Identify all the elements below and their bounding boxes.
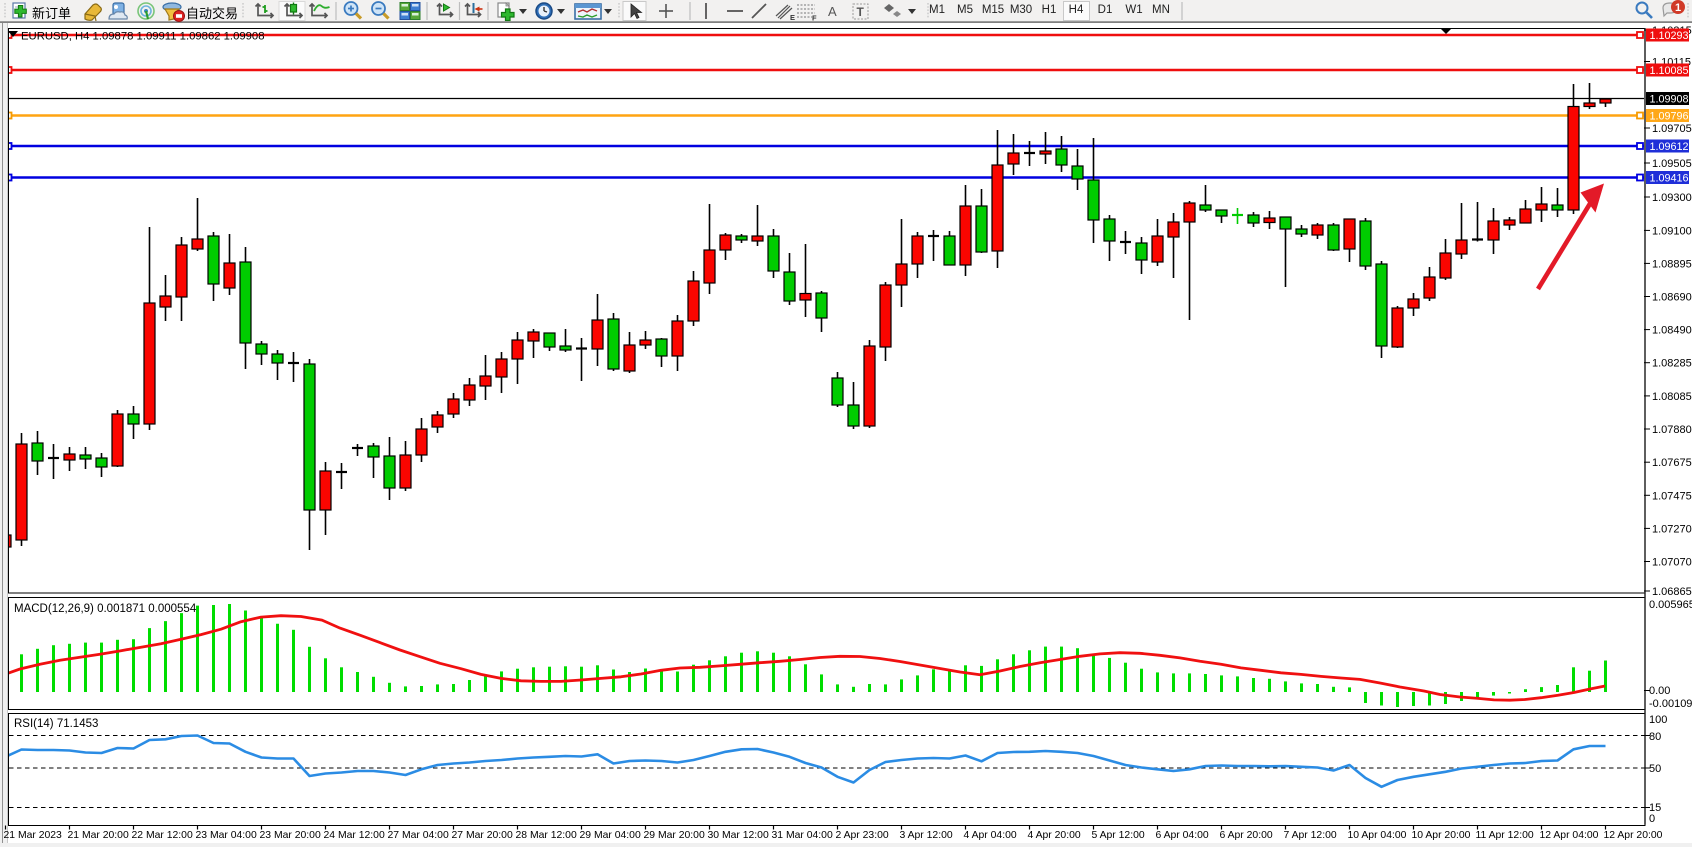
svg-text:6 Apr 20:00: 6 Apr 20:00 xyxy=(1220,830,1273,841)
svg-text:1.08285: 1.08285 xyxy=(1652,358,1692,370)
svg-text:1.08895: 1.08895 xyxy=(1652,258,1692,270)
svg-text:0: 0 xyxy=(1649,813,1655,825)
svg-text:1.10293: 1.10293 xyxy=(1650,30,1689,42)
svg-text:0.00: 0.00 xyxy=(1649,685,1670,697)
svg-text:7 Apr 12:00: 7 Apr 12:00 xyxy=(1284,830,1337,841)
svg-text:31 Mar 04:00: 31 Mar 04:00 xyxy=(772,830,833,841)
svg-text:1.08085: 1.08085 xyxy=(1652,391,1692,403)
svg-text:23 Mar 04:00: 23 Mar 04:00 xyxy=(196,830,257,841)
svg-text:24 Mar 12:00: 24 Mar 12:00 xyxy=(324,830,385,841)
svg-text:0.005965: 0.005965 xyxy=(1649,599,1692,611)
svg-text:11 Apr 12:00: 11 Apr 12:00 xyxy=(1476,830,1534,841)
svg-text:1: 1 xyxy=(1675,2,1681,14)
svg-text:1.09612: 1.09612 xyxy=(1650,141,1689,153)
svg-text:1.08490: 1.08490 xyxy=(1652,325,1692,337)
svg-text:4 Apr 20:00: 4 Apr 20:00 xyxy=(1028,830,1081,841)
svg-text:1.10085: 1.10085 xyxy=(1650,65,1689,77)
svg-text:1.07880: 1.07880 xyxy=(1652,424,1692,436)
svg-text:23 Mar 20:00: 23 Mar 20:00 xyxy=(260,830,321,841)
svg-text:21 Mar 2023: 21 Mar 2023 xyxy=(4,830,63,841)
svg-text:22 Mar 12:00: 22 Mar 12:00 xyxy=(132,830,193,841)
svg-text:5 Apr 12:00: 5 Apr 12:00 xyxy=(1092,830,1145,841)
svg-text:-0.001096: -0.001096 xyxy=(1649,698,1692,710)
svg-text:1.07070: 1.07070 xyxy=(1652,557,1692,569)
svg-text:MACD(12,26,9) 0.001871 0.00055: MACD(12,26,9) 0.001871 0.000554 xyxy=(14,603,197,615)
svg-text:15: 15 xyxy=(1649,802,1661,814)
svg-text:27 Mar 04:00: 27 Mar 04:00 xyxy=(388,830,449,841)
svg-text:1.07270: 1.07270 xyxy=(1652,523,1692,535)
svg-text:29 Mar 04:00: 29 Mar 04:00 xyxy=(580,830,641,841)
svg-text:12 Apr 04:00: 12 Apr 04:00 xyxy=(1540,830,1599,841)
svg-text:1.09705: 1.09705 xyxy=(1652,123,1692,135)
svg-text:12 Apr 20:00: 12 Apr 20:00 xyxy=(1604,830,1663,841)
svg-text:1.09908: 1.09908 xyxy=(1650,94,1689,106)
svg-text:28 Mar 12:00: 28 Mar 12:00 xyxy=(516,830,577,841)
svg-text:10 Apr 20:00: 10 Apr 20:00 xyxy=(1412,830,1471,841)
svg-text:100: 100 xyxy=(1649,714,1667,726)
svg-text:4 Apr 04:00: 4 Apr 04:00 xyxy=(964,830,1017,841)
svg-text:T: T xyxy=(857,5,865,19)
svg-text:10 Apr 04:00: 10 Apr 04:00 xyxy=(1348,830,1407,841)
svg-text:1.09100: 1.09100 xyxy=(1652,225,1692,237)
svg-text:50: 50 xyxy=(1649,763,1661,775)
svg-text:80: 80 xyxy=(1649,731,1661,743)
svg-text:F: F xyxy=(812,14,817,23)
svg-text:EURUSD, H4 1.09878 1.09911 1.: EURUSD, H4 1.09878 1.09911 1.09862 1.099… xyxy=(21,31,264,43)
svg-text:2 Apr 23:00: 2 Apr 23:00 xyxy=(836,830,889,841)
svg-text:1.08690: 1.08690 xyxy=(1652,292,1692,304)
svg-text:1.09300: 1.09300 xyxy=(1652,192,1692,204)
svg-text:1.06865: 1.06865 xyxy=(1652,586,1692,598)
svg-text:30 Mar 12:00: 30 Mar 12:00 xyxy=(708,830,769,841)
svg-text:29 Mar 20:00: 29 Mar 20:00 xyxy=(644,830,705,841)
svg-text:A: A xyxy=(828,4,837,19)
svg-text:1.07675: 1.07675 xyxy=(1652,457,1692,469)
svg-text:1.07475: 1.07475 xyxy=(1652,490,1692,502)
svg-text:6 Apr 04:00: 6 Apr 04:00 xyxy=(1156,830,1209,841)
svg-text:27 Mar 20:00: 27 Mar 20:00 xyxy=(452,830,513,841)
svg-text:21 Mar 20:00: 21 Mar 20:00 xyxy=(68,830,129,841)
svg-text:RSI(14) 71.1453: RSI(14) 71.1453 xyxy=(14,718,98,730)
svg-text:1.09796: 1.09796 xyxy=(1650,111,1689,123)
svg-text:E: E xyxy=(790,13,795,22)
svg-text:3 Apr 12:00: 3 Apr 12:00 xyxy=(900,830,953,841)
svg-text:1.09505: 1.09505 xyxy=(1652,158,1692,170)
svg-text:1.09416: 1.09416 xyxy=(1650,173,1689,185)
